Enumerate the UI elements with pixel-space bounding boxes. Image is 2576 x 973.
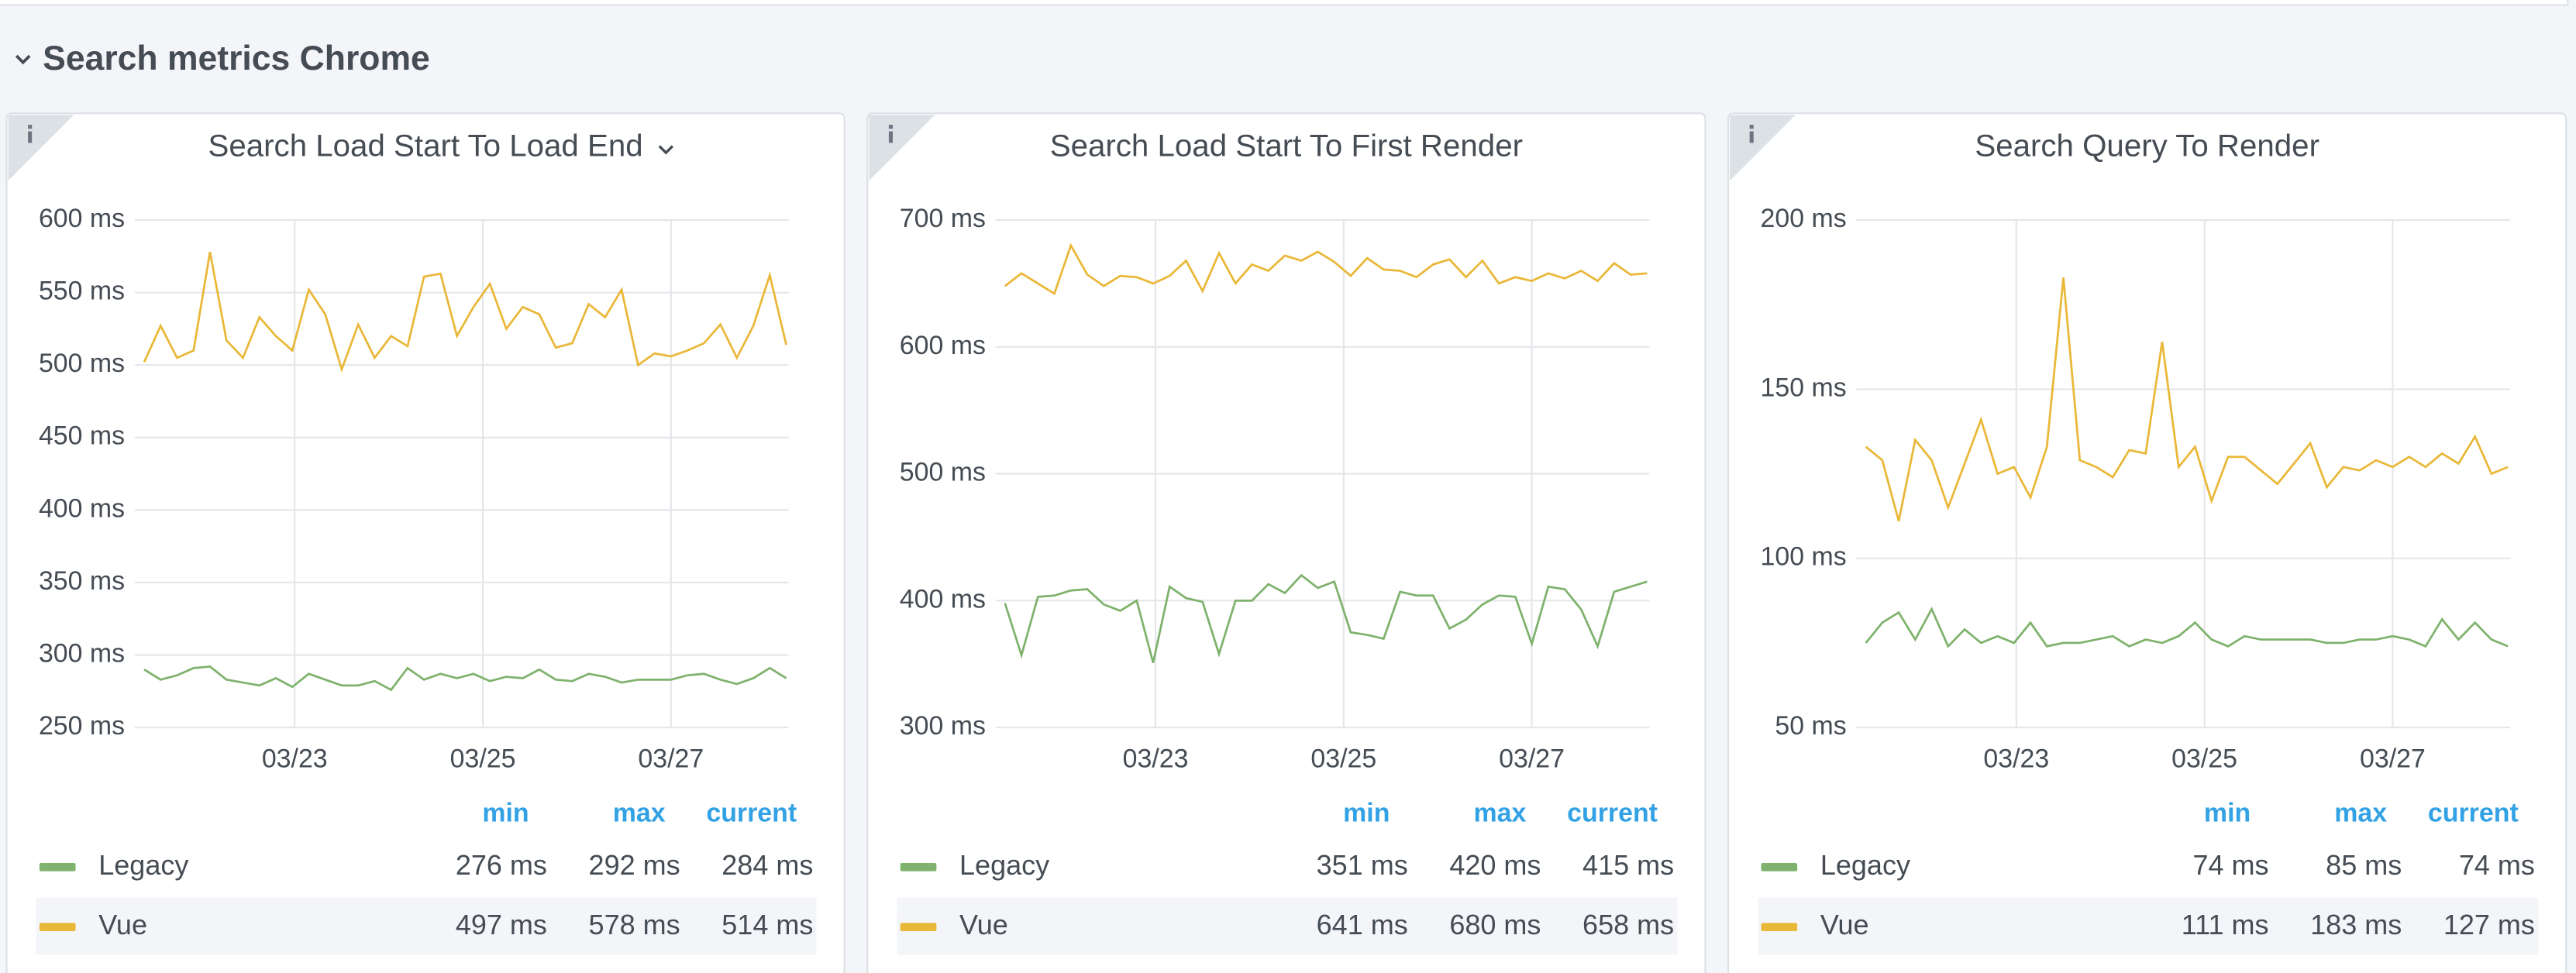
legend-column-header[interactable]: min (1343, 798, 1390, 827)
collapse-chevron[interactable] (15, 54, 31, 65)
y-tick-label: 600 ms (39, 204, 125, 233)
legend-stat: 578 ms (589, 909, 680, 940)
series-line (143, 665, 787, 692)
x-tick-label: 03/25 (1310, 744, 1376, 773)
y-tick-label: 300 ms (39, 638, 125, 668)
y-tick-label: 500 ms (900, 458, 986, 487)
info-icon (1749, 131, 1754, 143)
y-tick-label: 500 ms (39, 349, 125, 378)
legend-name[interactable]: Vue (98, 909, 147, 940)
legend-stat: 420 ms (1449, 849, 1541, 881)
y-tick-label: 250 ms (39, 711, 125, 741)
info-icon (28, 131, 33, 143)
legend-swatch[interactable] (39, 923, 76, 931)
legend-stat: 351 ms (1317, 849, 1408, 881)
info-icon-dot (28, 125, 33, 129)
y-tick-label: 200 ms (1761, 204, 1847, 233)
series-line (143, 251, 787, 373)
y-tick-label: 400 ms (900, 584, 986, 614)
x-tick-label: 03/23 (262, 744, 328, 773)
legend-name[interactable]: Vue (959, 909, 1008, 940)
legend-stat: 680 ms (1449, 909, 1541, 940)
info-corner[interactable] (1730, 115, 1796, 181)
series-line (1865, 277, 2509, 522)
y-tick-label: 450 ms (39, 421, 125, 451)
legend-stat: 284 ms (721, 849, 813, 881)
legend-column-header[interactable]: current (2428, 798, 2519, 827)
y-tick-label: 400 ms (39, 493, 125, 523)
legend-swatch[interactable] (900, 862, 937, 872)
legend-column-header[interactable]: min (2204, 798, 2251, 827)
y-tick-label: 100 ms (1761, 542, 1847, 572)
legend-swatch[interactable] (900, 923, 937, 931)
section-title[interactable]: Search metrics Chrome (43, 40, 430, 77)
legend-stat: 183 ms (2310, 909, 2402, 940)
legend-column-header[interactable]: current (706, 798, 797, 827)
legend-swatch[interactable] (1761, 862, 1798, 872)
legend-stat: 292 ms (589, 849, 680, 881)
info-icon (888, 131, 893, 143)
legend-column-header[interactable]: min (482, 798, 529, 827)
legend-stat: 514 ms (721, 909, 813, 940)
legend-row-bg (36, 897, 817, 955)
panel (866, 112, 1706, 973)
x-tick-label: 03/23 (1983, 744, 2049, 773)
y-tick-label: 150 ms (1761, 373, 1847, 402)
legend-name[interactable]: Legacy (959, 849, 1049, 881)
legend-stat: 658 ms (1582, 909, 1674, 940)
legend-stat: 85 ms (2326, 849, 2402, 881)
series-line (1004, 573, 1648, 663)
legend-swatch[interactable] (1761, 923, 1798, 931)
panel (5, 112, 845, 973)
legend-stat: 415 ms (1582, 849, 1674, 881)
panel (1727, 112, 2567, 973)
legend-row-bg (1758, 897, 2539, 955)
y-tick-label: 300 ms (900, 711, 986, 741)
legend-name[interactable]: Legacy (98, 849, 188, 881)
x-tick-label: 03/25 (450, 744, 516, 773)
series-line (1004, 242, 1648, 296)
legend-column-header[interactable]: max (1474, 798, 1527, 827)
info-icon-dot (888, 125, 893, 129)
x-tick-label: 03/27 (1499, 744, 1565, 773)
y-tick-label: 50 ms (1775, 711, 1846, 741)
legend-name[interactable]: Legacy (1820, 849, 1910, 881)
y-tick-label: 700 ms (900, 204, 986, 233)
panel-title[interactable]: Search Load Start To First Render (1050, 128, 1523, 163)
legend-stat: 641 ms (1317, 909, 1408, 940)
x-tick-label: 03/27 (2360, 744, 2426, 773)
legend-column-header[interactable]: max (613, 798, 666, 827)
legend-stat: 127 ms (2443, 909, 2535, 940)
panel-title[interactable]: Search Load Start To Load End (208, 128, 643, 163)
info-icon-dot (1749, 125, 1754, 129)
legend-name[interactable]: Vue (1820, 909, 1869, 940)
x-tick-label: 03/25 (2171, 744, 2237, 773)
y-tick-label: 350 ms (39, 566, 125, 596)
legend-row-bg (897, 897, 1678, 955)
x-tick-label: 03/23 (1123, 744, 1189, 773)
legend-column-header[interactable]: max (2334, 798, 2387, 827)
panel-title[interactable]: Search Query To Render (1975, 128, 2319, 163)
legend-column-header[interactable]: current (1567, 798, 1658, 827)
panel-menu-chevron[interactable] (658, 145, 674, 155)
x-tick-label: 03/27 (638, 744, 704, 773)
y-tick-label: 550 ms (39, 277, 125, 306)
info-corner[interactable] (869, 115, 935, 181)
legend-stat: 74 ms (2192, 849, 2268, 881)
legend-stat: 497 ms (456, 909, 547, 940)
series-line (1865, 607, 2509, 648)
y-tick-label: 600 ms (900, 331, 986, 360)
legend-stat: 111 ms (2182, 909, 2269, 940)
legend-stat: 74 ms (2459, 849, 2535, 881)
top-panel-edge (0, 0, 2569, 6)
legend-stat: 276 ms (456, 849, 547, 881)
legend-swatch[interactable] (39, 862, 76, 872)
